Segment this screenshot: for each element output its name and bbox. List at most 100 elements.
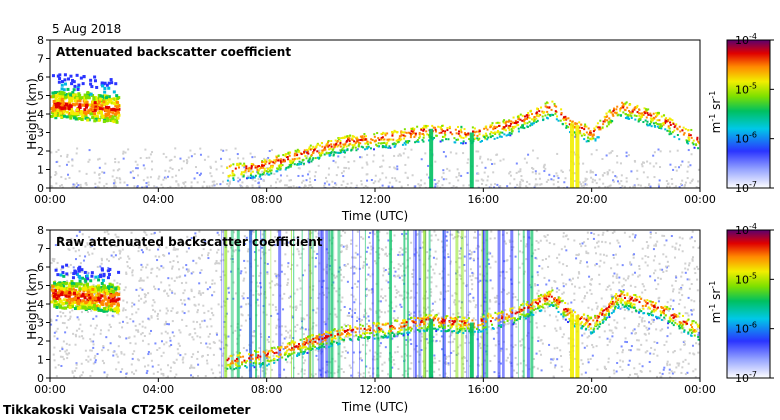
- cloud-cell: [277, 168, 280, 171]
- noise-cell: [675, 242, 678, 245]
- noise-cell: [205, 185, 208, 188]
- noise-cell: [196, 350, 199, 353]
- noise-cell: [634, 373, 637, 376]
- cloud-cell: [387, 139, 390, 142]
- cloud-cell: [334, 151, 337, 154]
- noise-cell: [219, 375, 222, 378]
- noise-cell: [602, 174, 605, 177]
- noise-cell: [537, 274, 540, 277]
- cloud-cell: [316, 156, 319, 159]
- noise-cell: [405, 343, 408, 346]
- noise-cell: [55, 172, 58, 175]
- cloud-cell: [697, 147, 700, 150]
- noise-cell: [469, 268, 472, 271]
- noise-cell: [584, 180, 587, 183]
- noise-cell: [637, 275, 640, 278]
- noise-cell: [616, 273, 619, 276]
- noise-cell: [94, 361, 97, 364]
- aerosol-cell: [80, 118, 84, 122]
- noise-cell: [419, 329, 422, 332]
- noise-cell: [652, 320, 655, 323]
- noise-cell: [573, 172, 576, 175]
- cloud-cell: [416, 139, 419, 142]
- noise-cell: [608, 152, 611, 155]
- cloud-cell: [252, 175, 255, 178]
- noise-cell: [335, 315, 338, 318]
- noise-cell: [663, 244, 666, 247]
- noise-cell: [695, 342, 698, 345]
- noise-cell: [464, 235, 467, 238]
- noise-cell: [696, 289, 699, 292]
- cloud-cell: [606, 119, 609, 122]
- cloud-cell: [580, 134, 583, 137]
- noise-cell: [658, 296, 661, 299]
- noise-cell: [252, 231, 255, 234]
- noise-cell: [452, 313, 455, 316]
- noise-cell: [405, 266, 408, 269]
- cloud-cell: [516, 115, 519, 118]
- noise-cell: [433, 230, 436, 233]
- noise-cell: [303, 372, 306, 375]
- aerosol-cell: [97, 96, 101, 100]
- cloud-cell: [491, 122, 494, 125]
- noise-cell: [244, 242, 247, 245]
- noise-cell: [56, 327, 59, 330]
- aerosol-cell: [74, 112, 78, 116]
- noise-cell: [679, 164, 682, 167]
- noise-cell: [90, 340, 93, 343]
- noise-cell: [151, 304, 154, 307]
- noise-cell: [121, 320, 124, 323]
- cloud-cell: [512, 116, 515, 119]
- cloud-cell: [314, 146, 317, 149]
- cloud-cell: [645, 123, 648, 126]
- cloud-cell: [502, 121, 505, 124]
- cloud-cell: [391, 134, 394, 137]
- cloud-cell: [503, 119, 506, 122]
- noise-cell: [50, 318, 53, 321]
- noise-cell: [347, 335, 350, 338]
- noise-cell: [499, 271, 502, 274]
- noise-cell: [333, 274, 336, 277]
- aerosol-cell: [73, 84, 77, 88]
- noise-cell: [437, 368, 440, 371]
- noise-cell: [147, 351, 150, 354]
- cloud-cell: [247, 167, 250, 170]
- noise-cell: [649, 162, 652, 165]
- aerosol-cell: [114, 104, 118, 108]
- noise-cell: [93, 247, 96, 250]
- noise-cell: [274, 284, 277, 287]
- noise-cell: [335, 275, 338, 278]
- aerosol-cell: [93, 79, 97, 83]
- aerosol-cell: [101, 95, 105, 99]
- noise-cell: [307, 243, 310, 246]
- noise-cell: [445, 178, 448, 181]
- cloud-cell: [652, 112, 655, 115]
- noise-cell: [649, 232, 652, 235]
- noise-cell: [503, 277, 506, 280]
- noise-cell: [653, 244, 656, 247]
- cloud-cell: [535, 121, 538, 124]
- noise-cell: [563, 181, 566, 184]
- noise-cell: [607, 172, 610, 175]
- noise-cell: [442, 172, 445, 175]
- cloud-cell: [531, 123, 534, 126]
- noise-cell: [672, 290, 675, 293]
- noise-cell: [276, 230, 279, 233]
- noise-cell: [372, 182, 375, 185]
- cloud-cell: [425, 130, 428, 133]
- noise-cell: [50, 186, 53, 188]
- noise-cell: [79, 262, 82, 265]
- noise-cell: [643, 320, 646, 323]
- cloud-cell: [356, 138, 359, 141]
- noise-cell: [144, 148, 147, 151]
- cloud-cell: [668, 133, 671, 136]
- cloud-cell: [633, 114, 636, 117]
- noise-cell: [311, 186, 314, 188]
- noise-cell: [240, 305, 243, 308]
- noise-cell: [557, 180, 560, 183]
- x-tick-label: 00:00: [684, 193, 716, 206]
- noise-cell: [645, 339, 648, 342]
- noise-cell: [494, 301, 497, 304]
- noise-cell: [469, 257, 472, 260]
